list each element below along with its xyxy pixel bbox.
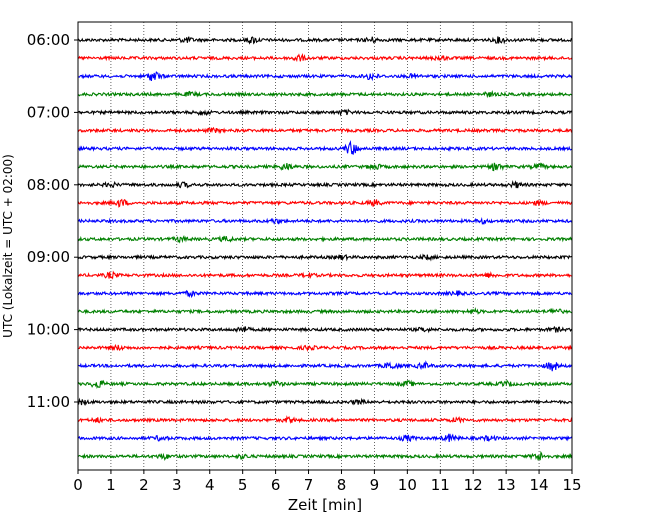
x-tick-label: 5	[238, 476, 248, 494]
trace-line	[77, 234, 573, 244]
x-axis: 0 1 2 3 4 5 6 7 8 9 10 11 12 13 14 15	[73, 470, 582, 494]
trace-line	[77, 433, 573, 443]
trace-line	[77, 108, 573, 117]
trace-line	[77, 360, 573, 372]
trace-line	[77, 397, 573, 406]
x-tick-label: 7	[304, 476, 314, 494]
x-tick-label: 9	[370, 476, 380, 494]
x-tick-label: 2	[139, 476, 149, 494]
trace-line	[77, 36, 573, 45]
trace-line	[77, 289, 573, 299]
x-tick-label: 3	[172, 476, 182, 494]
trace-line	[77, 179, 573, 189]
trace-line	[77, 253, 573, 262]
x-tick-label: 8	[337, 476, 347, 494]
trace-line	[77, 306, 573, 315]
trace-line	[77, 140, 573, 155]
x-tick-label: 11	[431, 476, 450, 494]
y-tick-label: 11:00	[27, 393, 70, 411]
trace-line	[77, 415, 573, 425]
y-tick-label: 08:00	[27, 176, 70, 194]
trace-line	[77, 89, 573, 99]
x-tick-label: 14	[530, 476, 549, 494]
trace-line	[77, 162, 573, 172]
x-tick-label: 15	[562, 476, 581, 494]
x-tick-label: 6	[271, 476, 281, 494]
trace-line	[77, 450, 573, 462]
trace-line	[77, 325, 573, 334]
x-tick-label: 1	[106, 476, 116, 494]
y-axis: 06:00 07:00 08:00 09:00 10:00 11:00	[27, 31, 78, 411]
x-tick-label: 10	[398, 476, 417, 494]
x-axis-label: Zeit [min]	[288, 496, 362, 514]
plot-frame	[77, 21, 573, 471]
y-tick-label: 10:00	[27, 321, 70, 339]
trace-line	[77, 217, 573, 226]
trace-line	[77, 71, 573, 82]
x-tick-label: 13	[497, 476, 516, 494]
trace-line	[77, 379, 573, 389]
trace-line	[77, 53, 573, 63]
trace-line	[77, 270, 573, 280]
x-tick-label: 12	[464, 476, 483, 494]
y-tick-label: 06:00	[27, 31, 70, 49]
y-tick-label: 09:00	[27, 248, 70, 266]
y-tick-label: 07:00	[27, 103, 70, 121]
seismogram-traces	[77, 36, 573, 462]
trace-line	[77, 343, 573, 353]
trace-line	[77, 126, 573, 134]
trace-line	[77, 198, 573, 208]
x-tick-label: 0	[73, 476, 83, 494]
y-axis-label: UTC (Lokalzeit = UTC + 02:00)	[1, 154, 15, 338]
x-tick-label: 4	[205, 476, 215, 494]
